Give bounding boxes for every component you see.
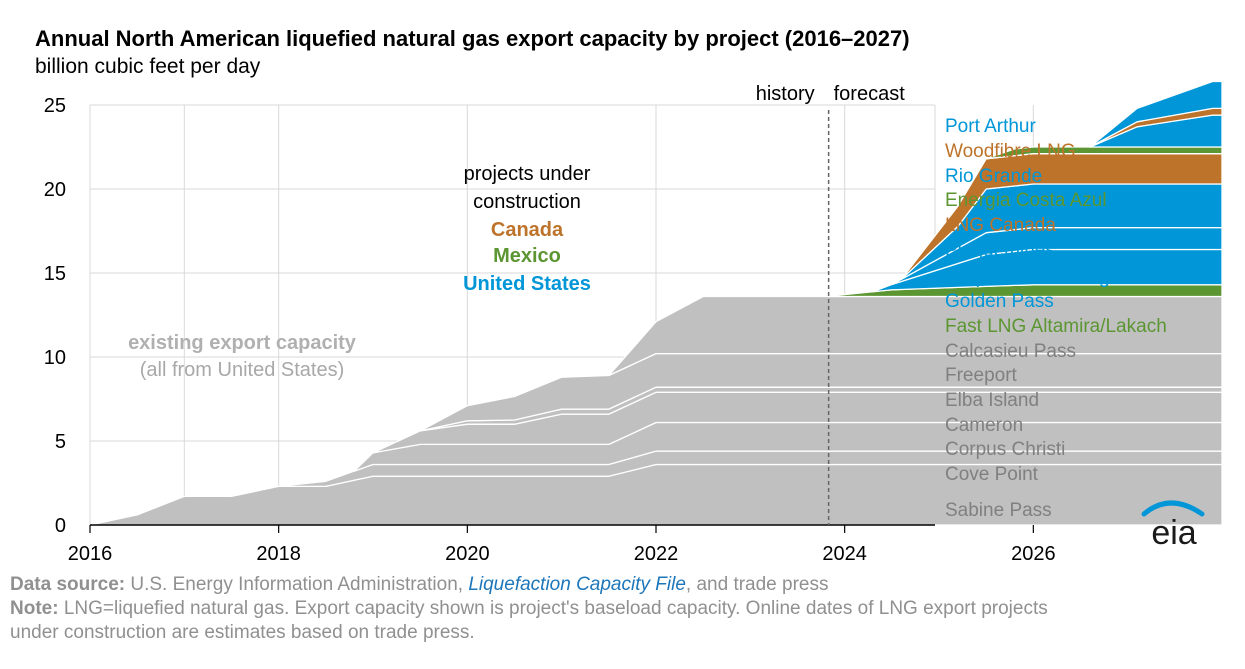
legend-label-fast-lng-altamira-lakach: Fast LNG Altamira/Lakach <box>945 316 1167 337</box>
history-label: history <box>756 83 815 105</box>
chart-subtitle: billion cubic feet per day <box>35 55 261 78</box>
legend-label-woodfibre-lng: Woodfibre LNG <box>945 141 1076 162</box>
canada-annotation: Canada <box>491 219 564 241</box>
y-tick-label: 20 <box>44 179 66 201</box>
legend-label-energia-costa-azul: Energia Costa Azul <box>945 190 1107 211</box>
y-tick-label: 25 <box>44 95 66 117</box>
note-text-line2: under construction are estimates based o… <box>10 622 475 643</box>
y-tick-label: 15 <box>44 263 66 285</box>
x-tick-label: 2018 <box>256 543 301 565</box>
note-line2: under construction are estimates based o… <box>10 622 475 644</box>
note-label: Note: <box>10 598 59 619</box>
x-tick-label: 2016 <box>68 543 113 565</box>
data-source-text: U.S. Energy Information Administration, <box>125 574 469 595</box>
y-tick-label: 5 <box>55 431 66 453</box>
legend-label-sabine-pass: Sabine Pass <box>945 500 1052 521</box>
legend-label-rio-grande: Rio Grande <box>945 166 1042 187</box>
note-text-line1: LNG=liquefied natural gas. Export capaci… <box>58 598 1048 619</box>
data-source-label: Data source: <box>10 574 126 595</box>
x-tick-label: 2022 <box>634 543 679 565</box>
existing-capacity-subtitle: (all from United States) <box>140 359 345 381</box>
legend-label-cove-point: Cove Point <box>945 464 1039 485</box>
data-source: Data source: U.S. Energy Information Adm… <box>10 574 829 596</box>
mexico-annotation: Mexico <box>493 245 561 267</box>
legend-label-plaquemines: Plaquemines <box>945 240 1055 261</box>
y-tick-label: 0 <box>55 515 66 537</box>
eia-logo-swoosh <box>1141 500 1205 517</box>
forecast-label: forecast <box>834 83 906 105</box>
eia-logo-text: eia <box>1151 514 1196 550</box>
x-tick-label: 2026 <box>1011 543 1056 565</box>
liquefaction-capacity-link[interactable]: Liquefaction Capacity File <box>468 574 686 595</box>
x-tick-label: 2020 <box>445 543 490 565</box>
eia-logo-icon: eia <box>1141 500 1205 550</box>
legend-label-port-arthur: Port Arthur <box>945 116 1036 137</box>
existing-capacity-annotation: existing export capacity <box>128 332 357 354</box>
area-port-arthur <box>1089 80 1223 148</box>
area-energia-costa-azul <box>985 146 1223 160</box>
legend-label-elba-island: Elba Island <box>945 390 1039 411</box>
note: Note: LNG=liquefied natural gas. Export … <box>10 598 1048 620</box>
x-tick-label: 2024 <box>822 543 867 565</box>
united-states-annotation: United States <box>463 273 591 295</box>
data-source-tail: , and trade press <box>685 574 829 595</box>
under-construction-line2: construction <box>473 191 581 213</box>
legend-label-lng-canada: LNG Canada <box>945 215 1056 236</box>
area-sabine-pass <box>89 463 1223 526</box>
legend-label-corpus-christi: Corpus Christi <box>945 439 1065 460</box>
y-tick-label: 10 <box>44 347 66 369</box>
under-construction-line1: projects under <box>464 163 591 185</box>
legend-label-freeport: Freeport <box>945 365 1018 386</box>
chart-title: Annual North American liquefied natural … <box>35 26 910 51</box>
legend-label-golden-pass: Golden Pass <box>945 291 1054 312</box>
legend-label-calcasieu-pass: Calcasieu Pass <box>945 341 1076 362</box>
legend-label-cameron: Cameron <box>945 415 1023 436</box>
legend-label-corpus-christi-stage-iii: Corpus Christi Stage III <box>945 267 1141 288</box>
